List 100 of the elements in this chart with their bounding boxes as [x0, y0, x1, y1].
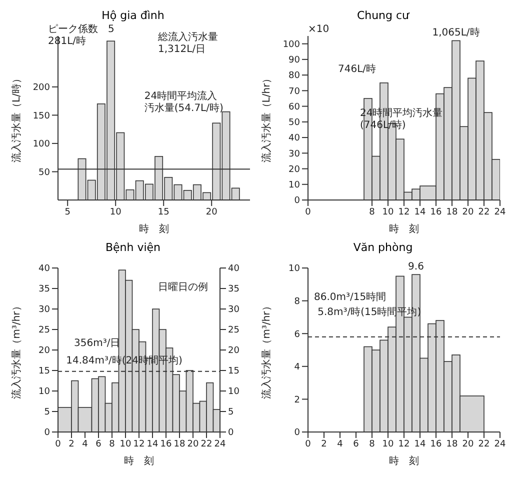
y-tick-label: 10 — [288, 264, 300, 274]
y-axis-title: 流入汚水量（L/hr） — [260, 73, 273, 163]
x-tick-label: 20 — [462, 207, 474, 218]
x-tick-label: 20 — [462, 439, 474, 450]
ref-line-label: 24時間平均流入汚水量(54.7L/時) — [144, 90, 224, 114]
x-tick-label: 14 — [146, 439, 158, 450]
y2-tick-label: 35 — [228, 284, 240, 295]
y-tick-label: 15 — [38, 366, 50, 377]
x-axis-title: 時 刻 — [389, 223, 419, 235]
x-axis-title: 時 刻 — [124, 455, 154, 467]
y2-tick-label: 25 — [228, 326, 240, 336]
text: ×10 — [308, 24, 330, 36]
y-axis-title: 流入汚水量（L/時） — [10, 74, 23, 162]
x-tick-label: 4 — [82, 439, 88, 450]
y-tick-label: 80 — [288, 71, 300, 82]
y-tick-label: 70 — [288, 86, 300, 97]
x-tick-label: 18 — [446, 207, 458, 218]
x-axis-title: 時 刻 — [389, 455, 419, 467]
chart-title: Bệnh viện — [104, 240, 162, 256]
x-tick-label: 0 — [55, 439, 62, 450]
x-tick-label: 6 — [96, 439, 102, 450]
y2-tick-label: 15 — [228, 366, 240, 377]
x-tick-label: 16 — [430, 207, 442, 218]
x-tick-label: 20 — [187, 439, 199, 450]
y-tick-label: 35 — [38, 284, 50, 295]
x-tick-label: 22 — [478, 207, 490, 218]
y2-tick-label: 20 — [228, 346, 240, 356]
x-tick-label: 12 — [398, 207, 410, 218]
y-tick-label: 30 — [38, 305, 50, 316]
x-tick-label: 18 — [446, 439, 458, 450]
annotation: 86.0m³/15時間 — [314, 292, 386, 304]
x-tick-label: 8 — [369, 207, 376, 218]
x-tick-label: 15 — [158, 207, 170, 218]
y-tick-label: 5 — [44, 408, 50, 418]
x-tick-label: 22 — [478, 439, 490, 450]
x-tick-label: 2 — [321, 439, 327, 450]
x-tick-label: 0 — [305, 207, 312, 218]
x-tick-label: 6 — [353, 439, 360, 450]
y-tick-label: 150 — [32, 111, 50, 122]
y2-tick-label: 5 — [228, 408, 234, 418]
y-tick-label: 8 — [294, 296, 300, 307]
annotation: 746L/時 — [338, 64, 376, 76]
x-tick-label: 18 — [174, 439, 186, 450]
x-tick-label: 5 — [64, 207, 70, 218]
y2-tick-label: 30 — [228, 305, 240, 316]
y-tick-label: 90 — [288, 56, 300, 66]
x-tick-label: 8 — [369, 439, 376, 450]
y-tick-label: 20 — [38, 346, 50, 356]
x-tick-label: 0 — [305, 439, 312, 450]
y-tick-label: 6 — [294, 330, 300, 340]
x-tick-label: 4 — [337, 439, 344, 450]
x-tick-label: 12 — [398, 439, 410, 450]
y-axis-title: 流入汚水量（m³/hr） — [10, 301, 23, 399]
y-tick-label: 40 — [38, 264, 50, 274]
x-tick-label: 24 — [214, 439, 226, 450]
y-tick-label: 4 — [294, 362, 300, 373]
y-tick-label: 200 — [32, 83, 50, 94]
x-tick-label: 24 — [494, 439, 506, 450]
y-tick-label: 30 — [288, 149, 300, 160]
y-tick-label: 100 — [32, 140, 50, 150]
y-tick-label: 10 — [38, 387, 50, 398]
annotation: 総流入汚水量 — [158, 32, 218, 44]
y-tick-label: 50 — [288, 118, 300, 128]
chart-title: Văn phòng — [352, 240, 414, 256]
annotation: 356m³/日 — [74, 338, 120, 350]
x-tick-label: 24 — [494, 207, 506, 218]
y-tick-label: 0 — [294, 196, 300, 206]
chart-title: Hộ gia đình — [100, 8, 166, 24]
annotation: 9.6 — [408, 262, 424, 273]
x-tick-label: 22 — [200, 439, 212, 450]
y-tick-label: 40 — [288, 134, 300, 144]
x-tick-label: 2 — [68, 439, 74, 450]
y-tick-label: 60 — [288, 102, 300, 112]
y-tick-label: 0 — [44, 428, 50, 438]
y2-tick-label: 40 — [228, 264, 240, 274]
x-tick-label: 16 — [430, 439, 442, 450]
x-tick-label: 14 — [414, 207, 426, 218]
y2-tick-label: 0 — [228, 428, 234, 438]
y-tick-label: 100 — [282, 40, 300, 50]
x-tick-label: 10 — [382, 207, 394, 218]
x-tick-label: 10 — [120, 439, 132, 450]
y-tick-label: 2 — [294, 395, 300, 406]
y-tick-label: 0 — [294, 428, 300, 438]
x-tick-label: 10 — [110, 207, 122, 218]
y-tick-label: 50 — [38, 168, 50, 178]
text: ピーク係数 5 — [48, 24, 114, 36]
annotation: 日曜日の例 — [158, 282, 208, 294]
annotation: 1,065L/時 — [432, 26, 480, 39]
x-axis-title: 時 刻 — [139, 223, 169, 235]
x-tick-label: 20 — [206, 207, 218, 218]
x-tick-label: 8 — [109, 439, 116, 450]
y-tick-label: 20 — [288, 164, 300, 175]
y-axis-title: 流入汚水量（m³/hr） — [260, 301, 273, 399]
chart-title: Chung cư — [356, 8, 410, 24]
y2-tick-label: 10 — [228, 387, 240, 398]
x-tick-label: 14 — [414, 439, 426, 450]
x-tick-label: 10 — [382, 439, 394, 450]
y-tick-label: 10 — [288, 180, 300, 191]
annotation: 1,312L/日 — [158, 44, 206, 56]
y-tick-label: 25 — [38, 326, 50, 336]
